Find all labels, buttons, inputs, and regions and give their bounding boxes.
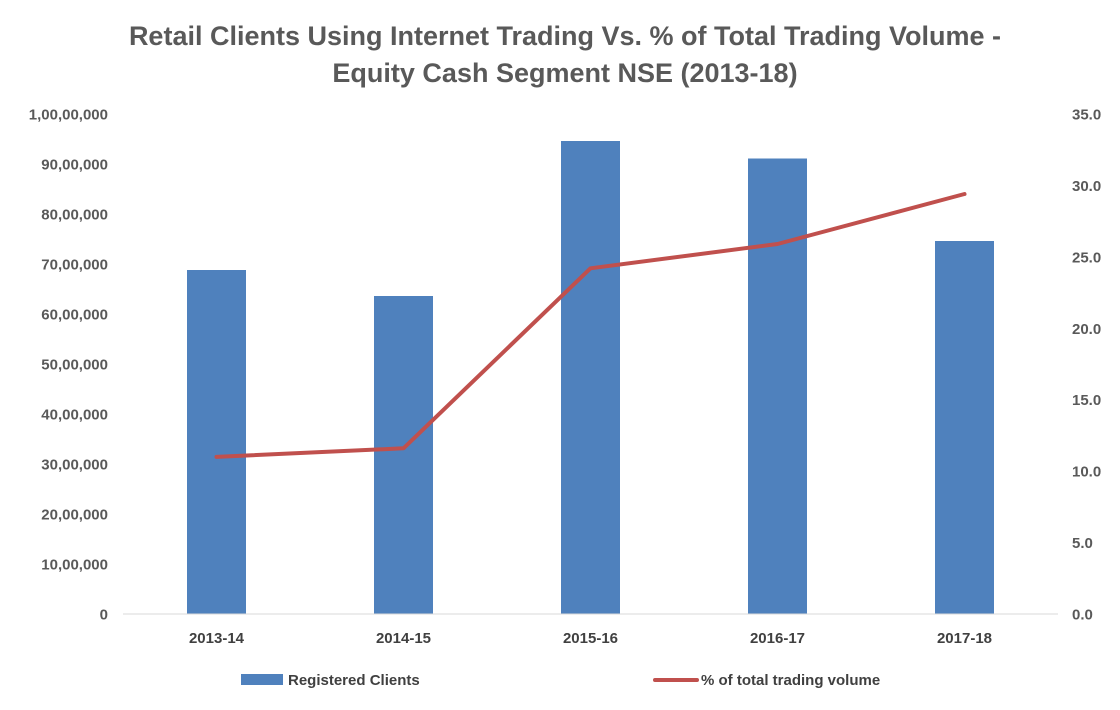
legend-label-registered-clients: Registered Clients [288,672,420,689]
y-right-tick-label: 25.0 [1072,249,1101,266]
y-left-tick-label: 30,00,000 [41,457,108,474]
y-left-tick-label: 40,00,000 [41,407,108,424]
y-left-tick-label: 50,00,000 [41,357,108,374]
y-left-tick-label: 80,00,000 [41,207,108,224]
x-tick-label: 2014-15 [376,630,431,647]
y-right-tick-label: 35.0 [1072,107,1101,124]
chart-title-line-2: Equity Cash Segment NSE (2013-18) [332,58,798,88]
y-left-tick-label: 10,00,000 [41,557,108,574]
y-left-tick-label: 60,00,000 [41,307,108,324]
y-right-tick-label: 0.0 [1072,607,1093,624]
bar-2017-18 [935,241,994,614]
x-tick-label: 2017-18 [937,630,992,647]
y-left-tick-label: 1,00,00,000 [29,107,108,124]
y-right-tick-label: 15.0 [1072,392,1101,409]
bar-2014-15 [374,296,433,614]
x-tick-label: 2015-16 [563,630,618,647]
y-right-tick-label: 20.0 [1072,321,1101,338]
y-left-tick-label: 70,00,000 [41,257,108,274]
y-right-tick-label: 30.0 [1072,178,1101,195]
x-tick-label: 2013-14 [189,630,245,647]
legend-label-percent-volume: % of total trading volume [701,672,880,689]
chart-title-line-1: Retail Clients Using Internet Trading Vs… [128,21,1002,51]
y-right-tick-label: 10.0 [1072,464,1101,481]
bar-2015-16 [561,141,620,614]
bar-2016-17 [748,158,807,614]
legend-swatch-registered-clients [241,674,283,685]
y-left-tick-label: 90,00,000 [41,157,108,174]
x-tick-label: 2016-17 [750,630,805,647]
y-left-tick-label: 20,00,000 [41,507,108,524]
y-left-tick-label: 0 [100,607,108,624]
bar-2013-14 [187,270,246,614]
y-right-tick-label: 5.0 [1072,535,1093,552]
